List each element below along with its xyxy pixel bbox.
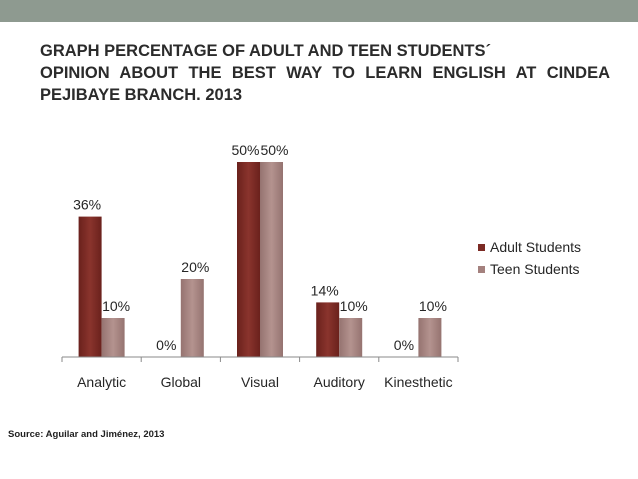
bar-teen-global [180, 279, 204, 357]
bar-teen-kinesthetic [418, 318, 442, 357]
legend-label-teen: Teen Students [490, 261, 580, 277]
bar-adult-visual [237, 162, 260, 357]
category-label-auditory: Auditory [314, 374, 365, 390]
chart-title: GRAPH PERCENTAGE OF ADULT AND TEEN STUDE… [40, 42, 610, 104]
category-label-visual: Visual [241, 374, 279, 390]
value-label-teen-visual: 50% [260, 142, 288, 158]
bar-adult-auditory [316, 302, 340, 357]
value-label-adult-global: 0% [156, 337, 176, 353]
value-label-adult-auditory: 14% [311, 282, 339, 298]
legend-item-adult: Adult Students [478, 236, 581, 258]
category-label-analytic: Analytic [77, 374, 126, 390]
value-label-teen-analytic: 10% [102, 298, 130, 314]
value-label-adult-analytic: 36% [73, 197, 101, 213]
legend-item-teen: Teen Students [478, 258, 581, 280]
value-label-teen-global: 20% [181, 259, 209, 275]
bar-adult-analytic [78, 216, 102, 357]
legend-swatch-teen [478, 265, 485, 273]
value-label-teen-auditory: 10% [340, 298, 368, 314]
top-band [0, 0, 638, 22]
category-label-global: Global [161, 374, 201, 390]
legend: Adult Students Teen Students [478, 236, 581, 280]
legend-swatch-adult [478, 243, 485, 251]
category-label-kinesthetic: Kinesthetic [384, 374, 452, 390]
source-note: Source: Aguilar and Jiménez, 2013 [8, 429, 165, 440]
bar-teen-visual [260, 162, 283, 357]
value-label-adult-kinesthetic: 0% [394, 337, 414, 353]
value-label-teen-kinesthetic: 10% [419, 298, 447, 314]
bar-teen-auditory [339, 318, 363, 357]
bar-teen-analytic [101, 318, 125, 357]
value-label-adult-visual: 50% [231, 142, 259, 158]
legend-label-adult: Adult Students [490, 239, 582, 255]
